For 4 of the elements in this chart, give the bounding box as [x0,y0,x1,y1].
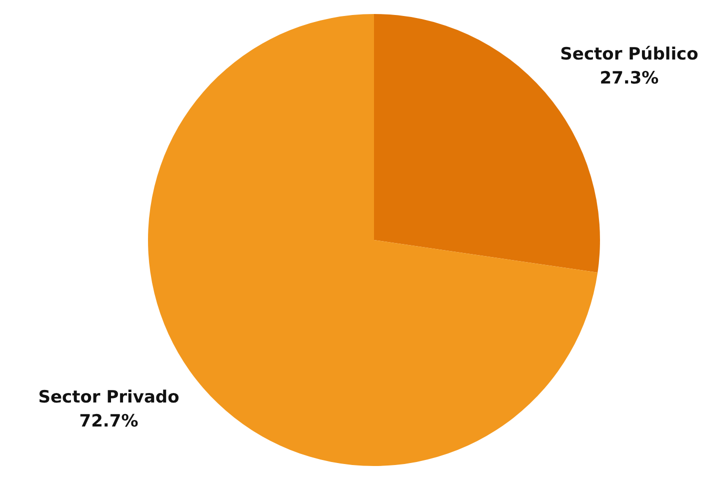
slice-label: Sector Público [560,44,698,64]
slice-label: Sector Privado [38,388,180,408]
data-label: 72.7% [79,412,138,432]
data-label: 27.3% [600,68,659,88]
